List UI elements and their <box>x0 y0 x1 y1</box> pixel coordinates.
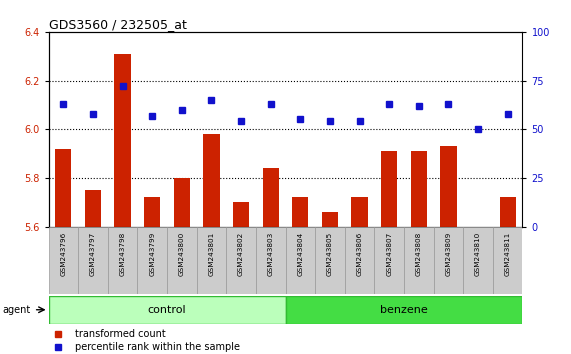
Bar <box>322 212 338 227</box>
Text: GSM243804: GSM243804 <box>297 232 303 276</box>
Text: agent: agent <box>3 305 31 315</box>
Bar <box>114 54 131 227</box>
Text: GSM243803: GSM243803 <box>268 232 274 276</box>
Bar <box>167 227 196 294</box>
Bar <box>203 134 220 227</box>
Bar <box>463 227 493 294</box>
Bar <box>78 227 108 294</box>
Text: GSM243805: GSM243805 <box>327 232 333 276</box>
Bar <box>375 227 404 294</box>
Bar <box>440 146 457 227</box>
Bar <box>345 227 375 294</box>
Bar <box>404 227 433 294</box>
Text: GSM243799: GSM243799 <box>149 232 155 276</box>
Bar <box>381 151 397 227</box>
Text: GDS3560 / 232505_at: GDS3560 / 232505_at <box>49 18 186 31</box>
Text: GSM243810: GSM243810 <box>475 232 481 276</box>
Bar <box>315 227 345 294</box>
Text: GSM243798: GSM243798 <box>119 232 126 276</box>
Bar <box>138 227 167 294</box>
Text: benzene: benzene <box>380 305 428 315</box>
Bar <box>351 197 368 227</box>
Bar <box>49 227 78 294</box>
Bar <box>411 151 427 227</box>
Text: GSM243809: GSM243809 <box>445 232 452 276</box>
Text: GSM243796: GSM243796 <box>61 232 66 276</box>
Bar <box>500 197 516 227</box>
Text: GSM243800: GSM243800 <box>179 232 185 276</box>
Bar <box>292 197 308 227</box>
Text: GSM243797: GSM243797 <box>90 232 96 276</box>
Text: transformed count: transformed count <box>75 329 166 339</box>
Bar <box>226 227 256 294</box>
Text: GSM243811: GSM243811 <box>505 232 510 276</box>
Bar <box>108 227 138 294</box>
Bar <box>493 227 522 294</box>
Text: percentile rank within the sample: percentile rank within the sample <box>75 342 240 352</box>
Text: GSM243807: GSM243807 <box>386 232 392 276</box>
Bar <box>144 197 160 227</box>
Bar <box>196 227 226 294</box>
Bar <box>286 227 315 294</box>
Text: control: control <box>148 305 186 315</box>
Bar <box>233 202 249 227</box>
Text: GSM243801: GSM243801 <box>208 232 215 276</box>
Text: GSM243802: GSM243802 <box>238 232 244 276</box>
Bar <box>55 149 71 227</box>
Bar <box>174 178 190 227</box>
Text: GSM243806: GSM243806 <box>356 232 363 276</box>
Bar <box>433 227 463 294</box>
Bar <box>286 296 522 324</box>
Bar <box>85 190 101 227</box>
Bar <box>256 227 286 294</box>
Bar <box>263 168 279 227</box>
Text: GSM243808: GSM243808 <box>416 232 422 276</box>
Bar <box>49 296 286 324</box>
